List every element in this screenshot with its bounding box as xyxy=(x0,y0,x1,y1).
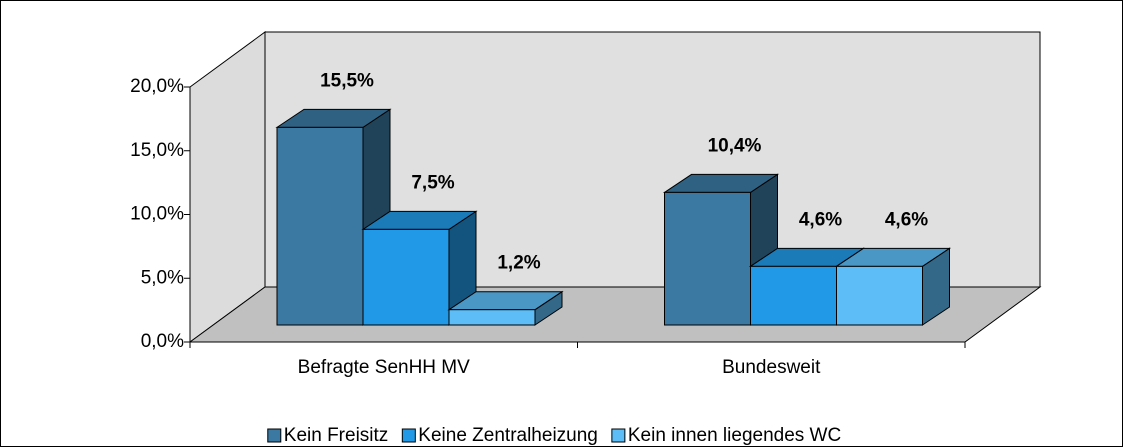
value-label: 1,2% xyxy=(497,253,540,274)
value-label: 4,6% xyxy=(885,209,928,230)
legend-label: Keine Zentralheizung xyxy=(418,425,598,446)
value-label: 7,5% xyxy=(411,172,454,193)
y-tick-label: 15,0% xyxy=(130,140,184,161)
bar xyxy=(276,126,364,326)
bar xyxy=(448,309,536,326)
legend-label: Kein innen liegendes WC xyxy=(628,425,841,446)
legend-swatch xyxy=(267,428,282,443)
bar xyxy=(750,265,837,326)
legend-label: Kein Freisitz xyxy=(284,425,389,446)
x-tick-label: Bundesweit xyxy=(722,357,821,378)
legend-swatch xyxy=(401,428,416,443)
y-tick-label: 10,0% xyxy=(130,204,184,225)
y-tick-label: 0,0% xyxy=(141,331,184,352)
y-tick-label: 5,0% xyxy=(141,267,184,288)
value-label: 4,6% xyxy=(799,209,842,230)
x-tick-label: Befragte SenHH MV xyxy=(298,357,470,378)
bar xyxy=(836,265,923,326)
value-label: 10,4% xyxy=(708,135,762,156)
y-tick-label: 20,0% xyxy=(130,76,184,97)
bar xyxy=(362,228,450,326)
value-label: 15,5% xyxy=(320,70,374,91)
bar xyxy=(664,191,751,326)
legend-swatch xyxy=(611,428,626,443)
